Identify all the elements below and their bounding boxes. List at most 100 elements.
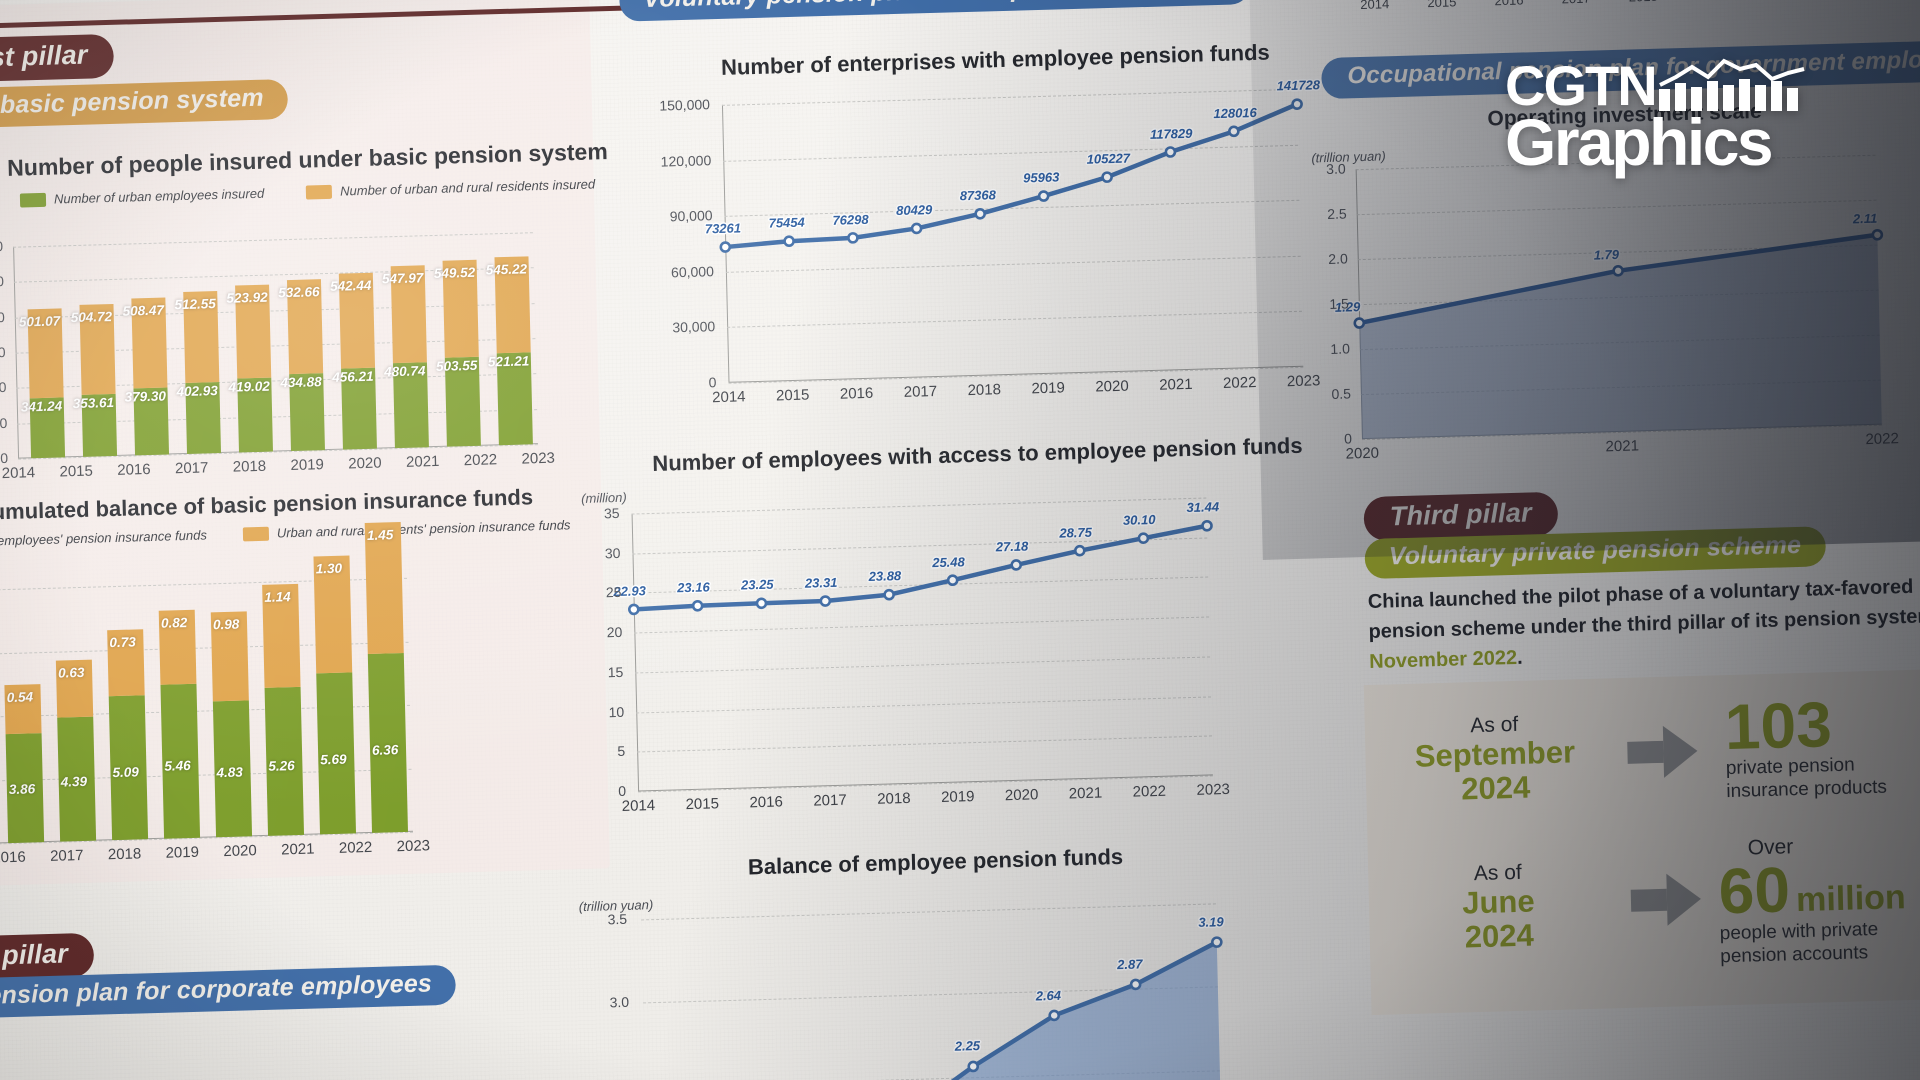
bar-value-label: 0.82 <box>160 614 188 631</box>
bar-value-label: 503.55 <box>435 357 478 375</box>
x-tick-label: 2020 <box>1751 0 1803 1</box>
bar-value-label: 379.30 <box>124 388 167 405</box>
bar-value-label: 1.30 <box>315 560 343 577</box>
y-tick-label: 1,200 <box>0 238 4 255</box>
data-point-label: 3.19 <box>1198 913 1224 930</box>
third-pillar-period: . <box>1516 646 1523 669</box>
x-tick-label: 2016 <box>117 460 151 479</box>
stacked-bar <box>183 291 222 454</box>
employees-access-line <box>628 519 1213 616</box>
stacked-bar <box>364 521 408 833</box>
y-tick-label: 2.5 <box>1327 205 1347 223</box>
y-tick-label: 30,000 <box>672 318 716 336</box>
data-point <box>974 207 986 220</box>
y-tick-label: 2.0 <box>1328 250 1348 268</box>
data-point-label: 2.64 <box>1035 987 1062 1003</box>
first-pillar-badge: First pillar <box>0 33 115 84</box>
bar-value-label: 504.72 <box>70 309 113 326</box>
y-tick-label: 200 <box>0 414 8 432</box>
y-tick-label: 600 <box>0 343 6 361</box>
x-tick-label: 2019 <box>1684 0 1736 3</box>
x-tick-label: 2020 <box>1004 786 1039 805</box>
x-tick-label: 2017 <box>49 846 84 865</box>
data-point <box>1228 125 1240 138</box>
x-tick-label: 2017 <box>903 382 938 401</box>
data-point-label: 23.88 <box>868 568 902 585</box>
stat-row-1-right: 103 private pension insurance products <box>1724 688 1920 803</box>
stacked-bar <box>494 255 533 446</box>
data-point <box>1037 190 1050 202</box>
data-point <box>1101 171 1113 183</box>
x-tick-label: 2020 <box>1095 377 1129 396</box>
data-point <box>1137 532 1150 544</box>
second-pillar-subtitle-group: Voluntary pension plan for corporate emp… <box>619 0 1252 22</box>
y-tick-label: 3.0 <box>609 994 630 1011</box>
stacked-bar <box>131 297 170 456</box>
data-point <box>819 595 832 607</box>
data-point <box>1073 544 1086 557</box>
chart-accumulated-balance: 3.180.383.530.463.860.544.390.635.090.73… <box>0 521 414 848</box>
bar-value-label: 5.26 <box>268 757 295 774</box>
bar-value-label: 1.45 <box>366 526 394 543</box>
stacked-bar <box>442 259 481 447</box>
x-tick-label: 2019 <box>165 843 200 862</box>
legend-swatch-urban-rural-funds <box>242 526 270 541</box>
data-point <box>967 1060 980 1073</box>
x-tick-label: 2014 <box>711 388 746 407</box>
y-tick-label: 800 <box>0 308 5 326</box>
chart-people-insured: 341.24 501.07 353.61 504.72 379.30 508.47 402.… <box>13 232 538 460</box>
x-tick-label: 2021 <box>1605 437 1640 456</box>
bar-value-label: 512.55 <box>174 296 216 313</box>
chart-title-balance-employee-funds: Balance of employee pension funds <box>747 843 1124 880</box>
x-tick-label: 2023 <box>1196 780 1231 799</box>
y-tick-label: 0.5 <box>1331 385 1352 402</box>
data-point <box>691 599 704 612</box>
stat-2-arrow-head-icon <box>1666 872 1702 926</box>
x-tick-label: 2021 <box>280 840 315 859</box>
data-point <box>1871 228 1884 241</box>
x-tick-label: 2016 <box>0 848 26 867</box>
data-point-label: 128016 <box>1213 104 1257 121</box>
bar-value-label: 545.22 <box>485 260 528 278</box>
chart-title-enterprises: Number of enterprises with employee pens… <box>720 39 1271 80</box>
data-point-label: 117829 <box>1149 125 1193 142</box>
data-point-label: 23.25 <box>740 576 774 593</box>
stat-1-arrow-head-icon <box>1662 724 1699 778</box>
data-point <box>755 597 768 610</box>
chart-title-employees-access: Number of employees with access to emplo… <box>652 432 1303 476</box>
y-tick-label: 400 <box>0 379 7 396</box>
cgtn-graphics-logo: CGTN Graphics <box>1505 55 1835 180</box>
data-point-label: 23.16 <box>677 579 710 596</box>
x-tick-label: 2022 <box>1222 374 1257 392</box>
x-tick-label: 2021 <box>1159 375 1193 394</box>
data-point <box>910 222 923 235</box>
stacked-bar <box>79 304 118 457</box>
data-point <box>719 241 732 253</box>
x-tick-label: 2015 <box>59 462 94 481</box>
data-point <box>847 232 859 244</box>
stacked-bar <box>27 308 66 459</box>
y-tick-labels-operating-investment: 0 0.5 1.0 1.5 2.0 2.5 3.0 <box>1304 160 1358 446</box>
stacked-bar <box>390 265 429 449</box>
chart-employees-access: 22.93 23.16 23.25 23.31 23.88 25.48 27.18 28.75… <box>613 497 1219 793</box>
stacked-bar <box>55 659 97 842</box>
yaxis-unit-employees-access: (million) <box>581 489 627 506</box>
stacked-bar <box>4 684 45 844</box>
y-tick-label: 20 <box>606 624 623 641</box>
stat-2-value-group: 60 million <box>1718 853 1920 927</box>
stacked-bar <box>286 279 325 452</box>
x-tick-label: 2014 <box>621 797 656 815</box>
x-tick-label: 2018 <box>232 457 267 476</box>
data-point <box>1211 936 1223 948</box>
x-tick-label: 2019 <box>290 456 325 475</box>
bar-value-label: 0.63 <box>57 665 85 681</box>
x-tick-label: 2015 <box>775 386 810 405</box>
stat-1-arrow-tail <box>1627 740 1664 764</box>
stat-2-unit: million <box>1795 878 1907 920</box>
bar-value-label: 5.46 <box>164 758 191 774</box>
x-tick-label: 2020 <box>1345 444 1380 463</box>
x-tick-label: 2015 <box>1427 0 1457 11</box>
stacked-bar <box>262 583 305 836</box>
